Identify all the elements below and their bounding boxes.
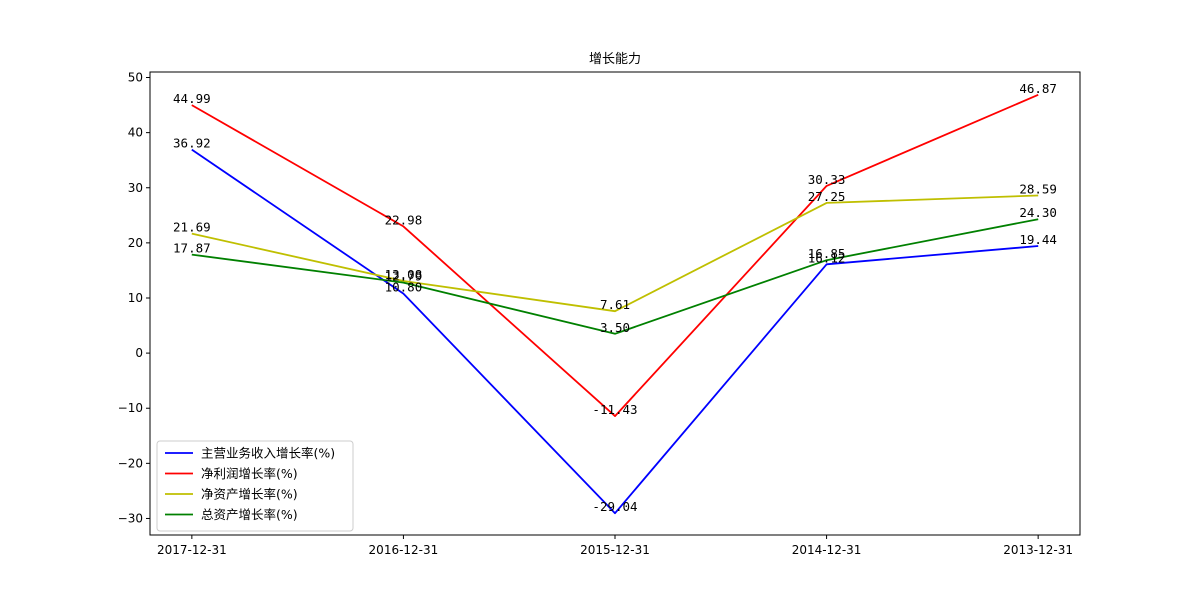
data-label: 22.98 xyxy=(385,212,423,227)
series-line-3 xyxy=(191,194,1039,313)
series-line-4 xyxy=(191,218,1039,335)
data-label: 16.12 xyxy=(808,250,846,265)
data-label: 3.50 xyxy=(600,320,630,335)
data-label: 28.59 xyxy=(1019,182,1057,197)
data-label: 13.08 xyxy=(385,267,423,282)
y-tick-label: 0 xyxy=(135,346,143,360)
data-label: 21.69 xyxy=(173,220,211,235)
data-label: 10.80 xyxy=(385,280,423,295)
data-label: -11.43 xyxy=(592,402,637,417)
x-tick-label: 2014-12-31 xyxy=(792,543,862,557)
data-label: 44.99 xyxy=(173,91,211,106)
legend-entry: 净利润增长率(%) xyxy=(201,466,298,481)
data-label: -29.04 xyxy=(592,499,637,514)
data-label: 12.79 xyxy=(385,269,423,284)
data-label: 46.87 xyxy=(1019,81,1057,96)
series-line-2 xyxy=(191,93,1039,418)
legend-entry: 总资产增长率(%) xyxy=(201,507,298,522)
data-label: 27.25 xyxy=(808,189,846,204)
x-tick-label: 2016-12-31 xyxy=(369,543,439,557)
y-tick-label: 10 xyxy=(128,291,143,305)
data-labels: 36.92 10.80 -29.04 16.12 19.44 44.99 22.98 -11.… xyxy=(173,81,1057,514)
data-label: 36.92 xyxy=(173,136,211,151)
data-label: 17.87 xyxy=(173,241,211,256)
series-lines xyxy=(191,93,1039,515)
data-label: 30.33 xyxy=(808,172,846,187)
data-label: 19.44 xyxy=(1019,232,1057,247)
y-tick-label: 50 xyxy=(128,71,143,85)
x-tick-label: 2015-12-31 xyxy=(580,543,650,557)
x-tick-label: 2017-12-31 xyxy=(157,543,227,557)
data-label: 16.85 xyxy=(808,246,846,261)
axes: −30 −20 −10 0 10 20 30 40 50 2017-12-31 2016-12-31… xyxy=(118,71,1081,557)
y-tick-label: −30 xyxy=(118,511,143,525)
series-line-1 xyxy=(191,148,1039,515)
data-label: 7.61 xyxy=(600,297,630,312)
legend-entry: 主营业务收入增长率(%) xyxy=(201,446,335,461)
y-tick-label: 20 xyxy=(128,236,143,250)
legend-box xyxy=(156,440,354,532)
data-label: 24.30 xyxy=(1019,205,1057,220)
y-tick-label: −10 xyxy=(118,401,143,415)
y-tick-label: 30 xyxy=(128,181,143,195)
x-tick-label: 2013-12-31 xyxy=(1003,543,1073,557)
legend: 主营业务收入增长率(%) 净利润增长率(%) 净资产增长率(%) 总资产增长率(%) xyxy=(156,440,354,532)
y-tick-label: 40 xyxy=(128,126,143,140)
legend-entry: 净资产增长率(%) xyxy=(201,487,298,502)
y-tick-label: −20 xyxy=(118,456,143,470)
chart-title: 增长能力 xyxy=(589,52,641,67)
